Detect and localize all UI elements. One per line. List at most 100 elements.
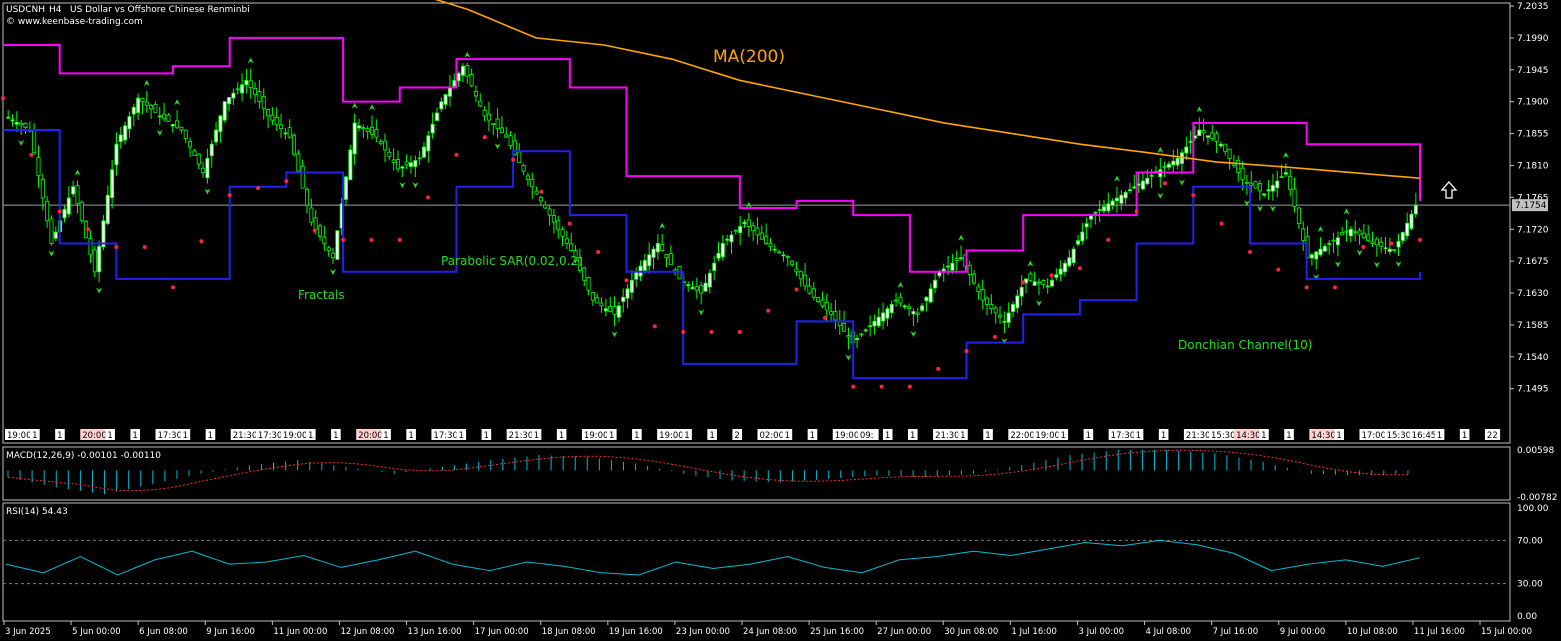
candle-body: [1162, 165, 1167, 168]
candle-body: [729, 234, 734, 243]
session-label: 1: [609, 431, 614, 441]
candle-body: [456, 72, 461, 82]
candle-body: [71, 186, 76, 195]
candle-body: [305, 188, 310, 206]
session-label-box: [857, 429, 879, 440]
sar-dot: [426, 195, 431, 200]
session-label-box: [1409, 429, 1442, 440]
fractal-down-marker: [494, 143, 501, 150]
candle-body: [664, 254, 669, 259]
sar-dot: [992, 334, 997, 339]
candle-body: [101, 220, 106, 248]
candle-body: [772, 248, 777, 251]
session-label-box: [205, 429, 216, 440]
ma-label: MA(200): [713, 47, 785, 67]
candle-body: [391, 159, 396, 164]
chart-timeframe: H4: [49, 5, 62, 15]
candle-body: [183, 129, 188, 139]
candle-body: [785, 256, 790, 259]
candle-body: [6, 116, 11, 119]
candle-body: [1240, 167, 1245, 181]
candle-body: [318, 225, 323, 237]
candle-body: [1296, 207, 1301, 224]
candle-body: [655, 243, 660, 253]
price-tick-label: 7.1945: [1517, 66, 1549, 76]
session-label-box: [506, 429, 539, 440]
candle-body: [344, 176, 349, 200]
candle-body: [274, 117, 279, 125]
fractal-up-marker: [1317, 226, 1324, 233]
candle-body: [599, 302, 604, 307]
candle-body: [1279, 176, 1284, 179]
rsi-tick-label: 70.00: [1517, 536, 1543, 546]
candle-body: [430, 123, 435, 134]
date-tick-label: 19 Jun 16:00: [609, 627, 663, 637]
candle-body: [1149, 174, 1154, 177]
session-label: 1: [107, 431, 112, 441]
sar-dot: [369, 237, 374, 242]
session-label-box: [255, 429, 288, 440]
candle-body: [335, 230, 340, 260]
candle-body: [166, 114, 171, 122]
candle-body: [127, 116, 132, 130]
candle-body: [1275, 180, 1280, 189]
session-label: 19:00: [584, 431, 609, 441]
candle-body: [1244, 181, 1249, 184]
candle-body: [1366, 234, 1371, 242]
candle-body: [1392, 248, 1397, 251]
fractal-down-marker: [1373, 261, 1380, 268]
session-label-box: [306, 429, 316, 440]
candle-body: [292, 134, 297, 155]
session-label: 16:45: [1412, 431, 1437, 441]
candle-body: [270, 114, 275, 121]
sar-dot: [341, 237, 346, 242]
session-label: 19:00: [7, 431, 32, 441]
candle-body: [924, 296, 929, 302]
session-label-box: [682, 429, 692, 440]
candle-body: [980, 289, 985, 301]
rsi-label: RSI(14) 54.43: [6, 507, 68, 517]
candle-body: [378, 141, 383, 144]
candle-body: [716, 252, 721, 259]
candle-body: [859, 333, 864, 336]
rsi-plot: [3, 539, 1510, 585]
candle-body: [1383, 247, 1388, 250]
candle-body: [517, 151, 522, 164]
session-label: 1: [1286, 431, 1291, 441]
sar-dot: [1191, 193, 1196, 198]
candle-body: [798, 271, 803, 280]
session-label: 17:30: [433, 431, 458, 441]
candle-body: [508, 135, 513, 147]
macd-panel-frame: [2, 446, 1511, 501]
fractal-up-marker: [659, 222, 666, 229]
candle-body: [1184, 146, 1189, 154]
candle-body: [361, 127, 366, 130]
candle-body: [1015, 295, 1020, 309]
candle-body: [1201, 130, 1206, 134]
fractal-up-marker: [368, 104, 375, 111]
candle-body: [972, 273, 977, 284]
candle-body: [313, 217, 318, 230]
candle-body: [967, 264, 972, 276]
date-tick-label: 24 Jun 08:00: [743, 627, 797, 637]
candle-body: [881, 312, 886, 322]
candle-body: [240, 84, 245, 94]
candle-body: [625, 288, 630, 299]
candle-body: [214, 129, 219, 143]
candle-body: [1084, 223, 1089, 228]
candle-body: [209, 143, 214, 157]
candle-body: [1370, 241, 1375, 244]
sar-dot: [1, 96, 5, 101]
sar-label: Parabolic SAR(0.02,0.2): [441, 254, 583, 268]
session-label-box: [1259, 429, 1269, 440]
session-label-box: [983, 429, 993, 440]
candle-body: [1262, 193, 1267, 196]
candle-body: [1340, 232, 1345, 236]
candle-body: [530, 178, 535, 188]
sar-dot: [86, 227, 91, 232]
fractal-down-marker: [1243, 200, 1250, 207]
candle-body: [1054, 274, 1059, 278]
candle-body: [985, 297, 990, 305]
price-tick-label: 7.1765: [1517, 193, 1549, 203]
